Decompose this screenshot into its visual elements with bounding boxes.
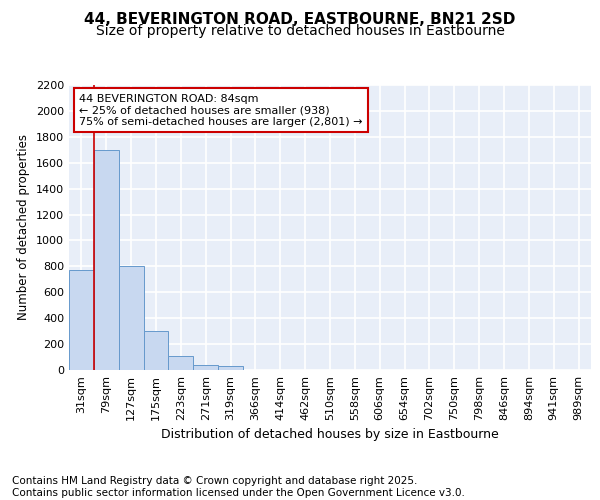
Bar <box>143 331 169 370</box>
Text: 44, BEVERINGTON ROAD, EASTBOURNE, BN21 2SD: 44, BEVERINGTON ROAD, EASTBOURNE, BN21 2… <box>85 12 515 28</box>
Bar <box>218 366 243 370</box>
Text: Contains HM Land Registry data © Crown copyright and database right 2025.
Contai: Contains HM Land Registry data © Crown c… <box>12 476 465 498</box>
Bar <box>119 266 143 370</box>
Text: Size of property relative to detached houses in Eastbourne: Size of property relative to detached ho… <box>95 24 505 38</box>
Bar <box>169 356 193 370</box>
X-axis label: Distribution of detached houses by size in Eastbourne: Distribution of detached houses by size … <box>161 428 499 442</box>
Text: 44 BEVERINGTON ROAD: 84sqm
← 25% of detached houses are smaller (938)
75% of sem: 44 BEVERINGTON ROAD: 84sqm ← 25% of deta… <box>79 94 363 126</box>
Bar <box>69 270 94 370</box>
Bar <box>94 150 119 370</box>
Y-axis label: Number of detached properties: Number of detached properties <box>17 134 31 320</box>
Bar <box>193 366 218 370</box>
